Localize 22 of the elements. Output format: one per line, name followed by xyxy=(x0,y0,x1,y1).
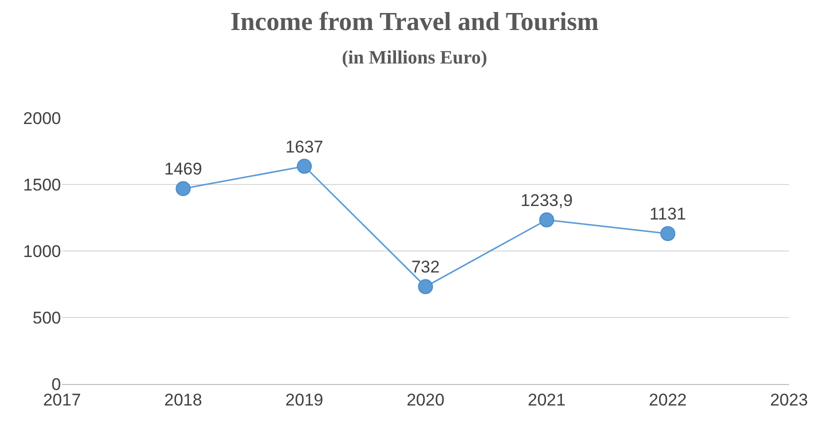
x-tick-label: 2020 xyxy=(406,390,444,410)
data-label: 1131 xyxy=(650,204,686,224)
point xyxy=(176,181,191,196)
x-tick-label: 2019 xyxy=(285,390,324,410)
point xyxy=(296,158,312,174)
data-label: 1469 xyxy=(164,160,202,179)
chart-title: Income from Travel and Tourism xyxy=(230,6,600,36)
x-tick-label: 2023 xyxy=(770,390,808,410)
y-tick-label: 1000 xyxy=(23,242,61,261)
x-tick-label: 2018 xyxy=(164,390,202,410)
y-tick-label: 2000 xyxy=(23,108,61,128)
data-label: 1637 xyxy=(285,137,324,156)
y-tick-label: 1500 xyxy=(23,175,61,194)
point xyxy=(660,226,676,242)
data-label: 1233,9 xyxy=(520,190,573,210)
y-tick-label: 500 xyxy=(32,308,61,328)
chart-subtitle: (in Millions Euro) xyxy=(342,48,488,69)
point xyxy=(539,212,554,228)
point xyxy=(418,279,433,294)
data-label: 732 xyxy=(411,258,440,277)
x-tick-label: 2021 xyxy=(528,390,566,410)
x-tick-label: 2022 xyxy=(648,390,687,410)
